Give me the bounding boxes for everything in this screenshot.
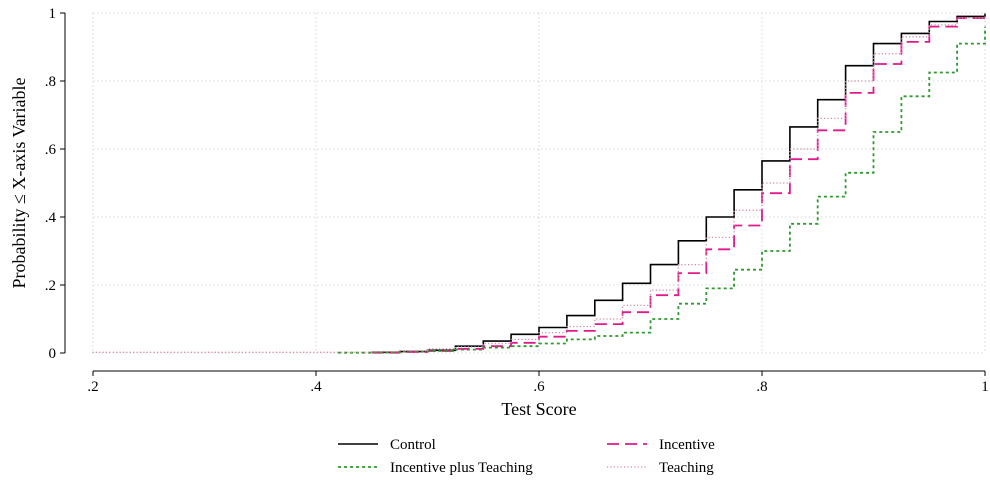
series-line-control — [371, 13, 986, 354]
y-tick-label-2: .4 — [45, 210, 57, 226]
x-tick-label-0: .2 — [87, 379, 98, 395]
x-axis-title: Test Score — [501, 399, 576, 419]
legend-label-incentive: Incentive — [659, 437, 715, 453]
x-tick-label-2: .6 — [533, 379, 545, 395]
legend: Control Incentive Incentive plus Teaching T… — [338, 437, 715, 476]
x-tick-label-4: 1 — [981, 379, 989, 395]
series-line-incentive — [370, 13, 986, 354]
series-line-incentive-plus-teaching — [337, 26, 986, 354]
grid — [92, 12, 986, 354]
series-group — [92, 13, 986, 354]
y-tick-label-0: 0 — [49, 346, 57, 362]
y-tick-label-5: 1 — [49, 6, 57, 22]
y-tick-label-4: .8 — [45, 74, 56, 90]
ticks: .2 .4 .6 .8 1 0 .2 .4 .6 .8 1 — [45, 6, 989, 395]
legend-label-control: Control — [390, 437, 436, 453]
x-tick-label-1: .4 — [310, 379, 322, 395]
axes — [64, 13, 985, 372]
y-axis-title: Probability ≤ X-axis Variable — [9, 77, 29, 288]
y-tick-label-1: .2 — [45, 278, 56, 294]
legend-label-teaching: Teaching — [659, 460, 714, 476]
x-tick-label-3: .8 — [756, 379, 767, 395]
y-tick-label-3: .6 — [45, 142, 57, 158]
legend-label-incentive-plus-teaching: Incentive plus Teaching — [390, 460, 533, 476]
